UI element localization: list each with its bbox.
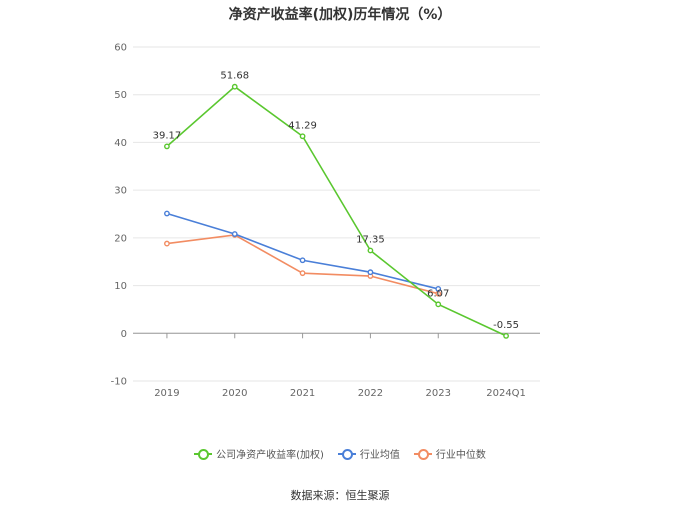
legend-item[interactable]: 行业中位数 — [413, 446, 486, 461]
data-point[interactable] — [435, 301, 442, 308]
series-0 — [164, 83, 509, 339]
data-point[interactable] — [231, 231, 238, 237]
data-point[interactable] — [299, 133, 306, 140]
data-point[interactable] — [503, 333, 509, 339]
y-tick-label: 30 — [114, 186, 127, 197]
data-label: 6.07 — [427, 288, 449, 299]
data-point[interactable] — [299, 270, 306, 277]
source-note: 数据来源：恒生聚源 — [290, 489, 390, 502]
legend-swatch — [337, 448, 356, 460]
data-point[interactable] — [367, 247, 374, 254]
x-tick-label: 2020 — [222, 388, 247, 399]
legend-item[interactable]: 公司净资产收益率(加权) — [194, 446, 324, 461]
y-tick-label: 60 — [114, 43, 127, 54]
legend: 公司净资产收益率(加权) 行业均值 行业中位数 — [0, 446, 680, 461]
axes: -10 0 10 20 30 40 50 60 2019 2020 2021 2022 2023 2024… — [111, 43, 540, 399]
data-label: 39.17 — [153, 130, 182, 141]
data-label: 17.35 — [356, 235, 385, 246]
x-tick-label: 2023 — [426, 388, 451, 399]
legend-swatch — [194, 448, 213, 460]
x-tick-label: 2021 — [290, 388, 315, 399]
data-label: 51.68 — [220, 71, 249, 82]
data-point[interactable] — [164, 240, 170, 247]
series-lines — [164, 83, 509, 339]
legend-swatch — [413, 448, 432, 460]
data-label: -0.55 — [493, 320, 519, 331]
series-line — [166, 85, 507, 337]
data-point[interactable] — [231, 83, 238, 90]
data-point[interactable] — [299, 257, 306, 264]
legend-label: 行业均值 — [359, 450, 400, 461]
legend-label: 行业中位数 — [435, 450, 486, 461]
x-tick-label: 2024Q1 — [486, 388, 526, 399]
grid-lines — [133, 46, 540, 382]
y-tick-label: 50 — [114, 90, 127, 101]
y-tick-label: 40 — [114, 138, 127, 149]
legend-item[interactable]: 行业均值 — [337, 446, 400, 461]
y-tick-label: 0 — [121, 329, 127, 340]
data-point[interactable] — [367, 269, 374, 276]
data-label: 41.29 — [288, 120, 317, 131]
data-point[interactable] — [164, 143, 170, 150]
x-tick-label: 2022 — [358, 388, 383, 399]
legend-label: 公司净资产收益率(加权) — [216, 450, 324, 461]
data-point[interactable] — [164, 210, 170, 217]
y-tick-label: 10 — [114, 281, 127, 292]
series-line — [166, 234, 439, 295]
series-1 — [164, 210, 442, 292]
y-tick-label: -10 — [111, 377, 127, 388]
series-line — [166, 212, 439, 290]
data-point[interactable] — [435, 286, 442, 292]
x-tick-label: 2019 — [154, 388, 179, 399]
data-labels: 39.17 51.68 41.29 17.35 6.07 -0.55 — [153, 71, 519, 331]
series-2 — [164, 232, 442, 297]
chart-title: 净资产收益率(加权)历年情况（%） — [228, 7, 452, 23]
y-tick-label: 20 — [114, 233, 127, 244]
